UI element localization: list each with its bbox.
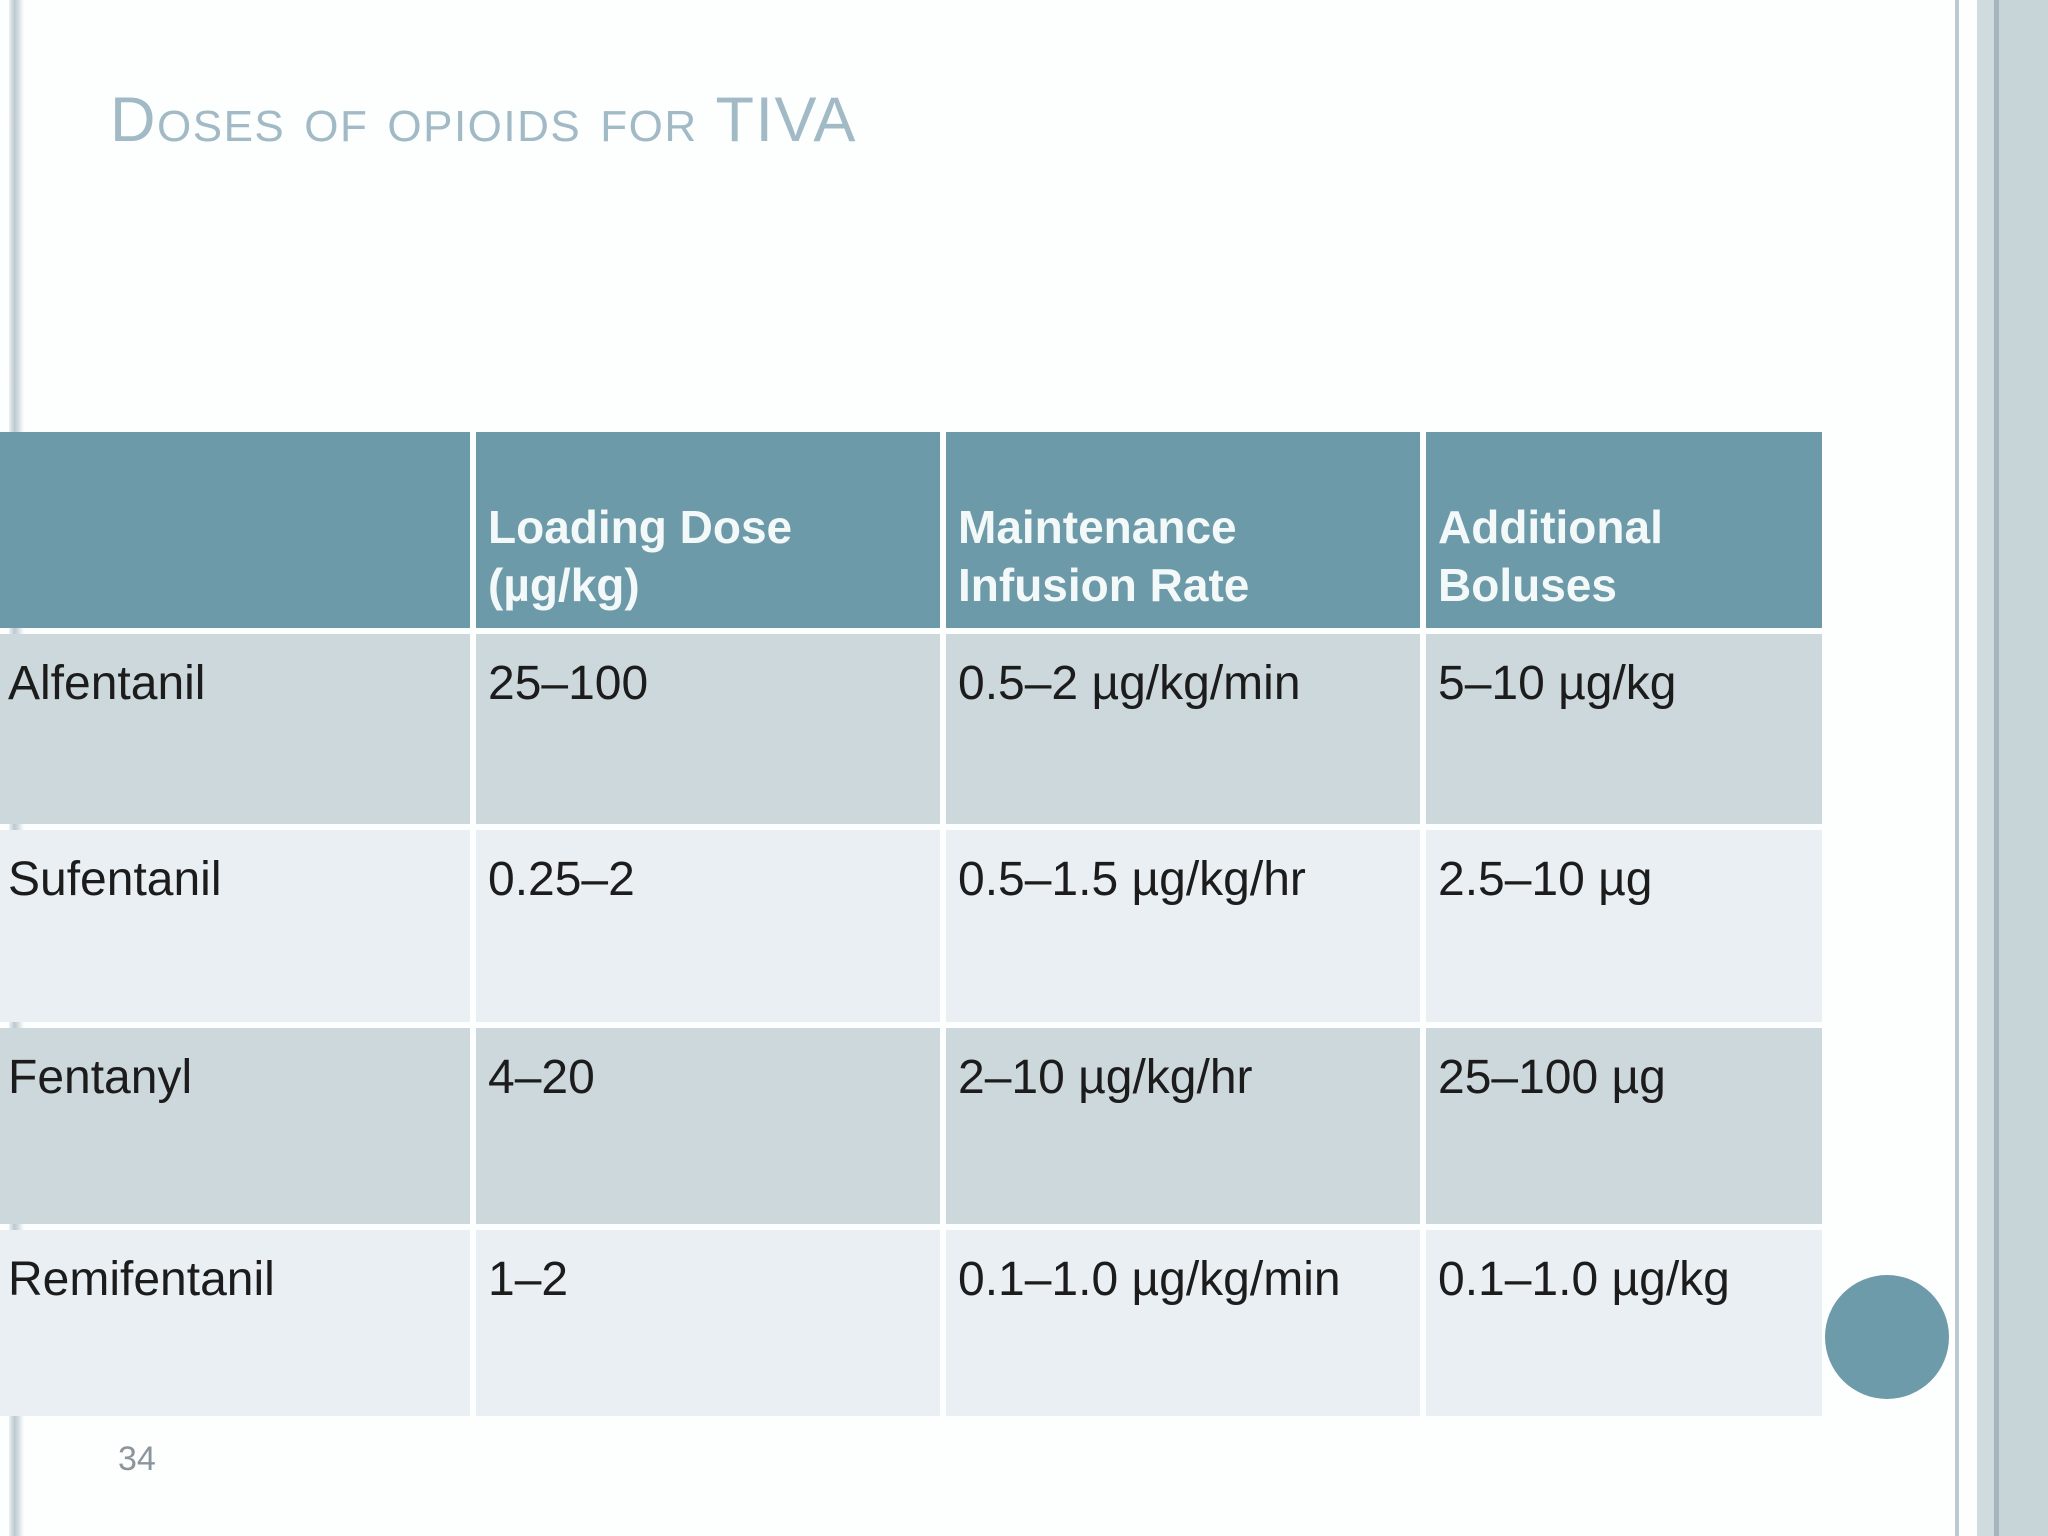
table-row-drug-name: Alfentanil [0, 634, 470, 824]
header-cell-drug [0, 432, 470, 628]
table-row-maintenance-infusion-rate: 0.1–1.0 µg/kg/min [946, 1230, 1420, 1416]
table-row-additional-boluses: 5–10 µg/kg [1426, 634, 1822, 824]
table-row-additional-boluses: 0.1–1.0 µg/kg [1426, 1230, 1822, 1416]
table-row-maintenance-infusion-rate: 2–10 µg/kg/hr [946, 1028, 1420, 1224]
header-cell-loading-dose: Loading Dose (µg/kg) [476, 432, 940, 628]
decorative-circle [1825, 1275, 1949, 1399]
table-row-maintenance-infusion-rate: 0.5–1.5 µg/kg/hr [946, 830, 1420, 1022]
slide-title: Doses of opioids for TIVA [110, 85, 857, 155]
page-number: 34 [118, 1440, 156, 1478]
table-row-loading-dose: 1–2 [476, 1230, 940, 1416]
header-cell-additional-boluses: Additional Boluses [1426, 432, 1822, 628]
table-row-drug-name: Sufentanil [0, 830, 470, 1022]
opioid-doses-table: Loading Dose (µg/kg) Maintenance Infusio… [0, 432, 1822, 1416]
table-row-loading-dose: 0.25–2 [476, 830, 940, 1022]
table-row-loading-dose: 25–100 [476, 634, 940, 824]
table-row-drug-name: Fentanyl [0, 1028, 470, 1224]
right-page-edge-band [1955, 0, 2048, 1536]
header-cell-maintenance-infusion-rate: Maintenance Infusion Rate [946, 432, 1420, 628]
table-row-loading-dose: 4–20 [476, 1028, 940, 1224]
table-row-additional-boluses: 2.5–10 µg [1426, 830, 1822, 1022]
table-row-maintenance-infusion-rate: 0.5–2 µg/kg/min [946, 634, 1420, 824]
table-row-drug-name: Remifentanil [0, 1230, 470, 1416]
table-row-additional-boluses: 25–100 µg [1426, 1028, 1822, 1224]
